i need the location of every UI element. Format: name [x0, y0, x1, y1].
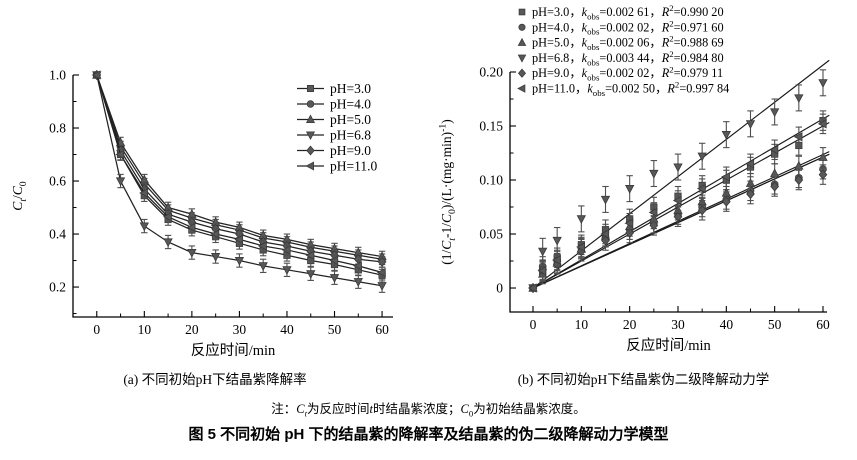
x-tick-label: 60: [375, 322, 389, 337]
y-tick-label: 0.4: [49, 227, 66, 242]
chart-a-degradation-rate-plot: 0 10 20 30 40 50 60 0.2 0.4 0.6 0.8 1.0 反应时间/min Ct/C…: [10, 68, 393, 359]
x-tick-label: 30: [671, 317, 685, 332]
x-tick-label: 60: [816, 317, 830, 332]
y-tick-label: 0: [496, 281, 503, 296]
series-pH=11.0: [527, 113, 827, 293]
chart-a-legend: pH=3.0pH=4.0pH=5.0pH=6.8pH=9.0pH=11.0: [297, 81, 377, 174]
chart-b-legend: pH=3.0，kobs=0.002 61，R2=0.990 20pH=4.0，k…: [517, 3, 729, 98]
x-tick-label: 0: [530, 317, 537, 332]
y-tick-label: 0.2: [49, 280, 66, 295]
legend-label-pH=6.8: pH=6.8，kobs=0.003 44，R2=0.984 80: [532, 49, 724, 67]
series-pH=6.8: [92, 71, 387, 293]
figure-title: 图 5 不同初始 pH 下的结晶紫的降解率及结晶紫的伪二级降解动力学模型: [188, 426, 669, 443]
x-tick-label: 30: [233, 322, 247, 337]
legend-label-pH=11.0: pH=11.0: [330, 159, 377, 174]
caption-chart-a: (a) 不同初始pH下结晶紫降解率: [123, 372, 307, 387]
legend-label-pH=3.0: pH=3.0: [330, 81, 371, 96]
caption-chart-b: (b) 不同初始pH下结晶紫伪二级降解动力学: [517, 372, 770, 387]
y-tick-label: 0.6: [49, 174, 66, 189]
x-tick-label: 50: [768, 317, 782, 332]
x-axis-label: 反应时间/min: [626, 336, 711, 354]
series-pH=9.0: [528, 164, 828, 294]
y-axis-label: (1/Ct-1/C0)/(L·(mg·min)-1): [438, 119, 458, 264]
y-tick-label: 0.15: [479, 119, 503, 134]
figure-note: 注：Ct为反应时间t时结晶紫浓度；C0为初始结晶紫浓度。: [271, 402, 586, 419]
y-axis-label: Ct/C0: [10, 181, 29, 211]
y-tick-label: 0.8: [49, 121, 66, 136]
chart-a-axes: 0 10 20 30 40 50 60 0.2 0.4 0.6 0.8 1.0: [49, 68, 393, 337]
x-tick-label: 0: [93, 322, 100, 337]
x-tick-label: 20: [623, 317, 637, 332]
legend-label-pH=9.0: pH=9.0，kobs=0.002 02，R2=0.979 11: [532, 64, 723, 82]
chart-b-axes: 0 10 20 30 40 50 60 0 0.05 0.10 0.15 0.20: [479, 65, 830, 333]
fit-line-pH=9.0: [532, 153, 830, 289]
legend-label-pH=9.0: pH=9.0: [330, 143, 371, 158]
x-tick-label: 10: [138, 322, 152, 337]
y-tick-label: 0.20: [479, 65, 503, 80]
x-tick-label: 40: [280, 322, 294, 337]
y-tick-label: 0.10: [479, 173, 503, 188]
legend-label-pH=5.0: pH=5.0: [330, 112, 371, 127]
y-tick-label: 1.0: [49, 68, 66, 83]
x-axis-label: 反应时间/min: [191, 341, 276, 359]
legend-label-pH=4.0: pH=4.0: [330, 97, 371, 112]
x-tick-label: 20: [185, 322, 199, 337]
legend-label-pH=4.0: pH=4.0，kobs=0.002 02，R2=0.971 60: [532, 18, 724, 36]
legend-label-pH=5.0: pH=5.0，kobs=0.002 06，R2=0.988 69: [532, 34, 724, 52]
x-tick-label: 50: [328, 322, 342, 337]
legend-label-pH=3.0: pH=3.0，kobs=0.002 61，R2=0.990 20: [532, 3, 724, 21]
legend-label-pH=11.0: pH=11.0，kobs=0.002 50，R2=0.997 84: [532, 80, 729, 98]
x-tick-label: 10: [575, 317, 589, 332]
chart-b-kinetics-plot: 0 10 20 30 40 50 60 0 0.05 0.10 0.15 0.20 反应时间/min (1…: [438, 3, 830, 354]
legend-label-pH=6.8: pH=6.8: [330, 128, 371, 143]
series-pH=6.8: [528, 69, 828, 294]
series-pH=11.0: [91, 70, 386, 279]
x-tick-label: 40: [720, 317, 734, 332]
y-tick-label: 0.05: [479, 227, 503, 242]
